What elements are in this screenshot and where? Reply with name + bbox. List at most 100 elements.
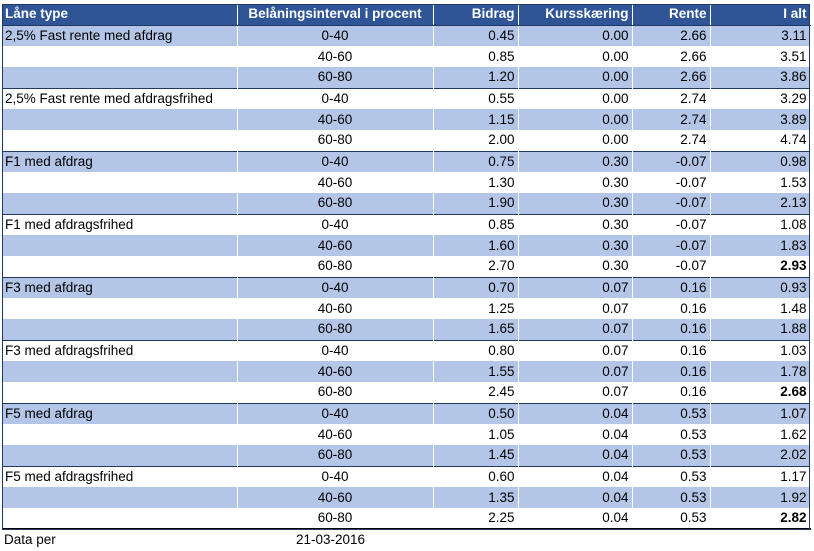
cell-bidrag: 0.85 — [433, 213, 519, 235]
table-row: F1 med afdragsfrihed 0-40 0.85 0.30 -0.07 1.0… — [2, 213, 811, 235]
table-row: 60-80 1.20 0.00 2.66 3.86 — [2, 67, 811, 88]
cell-loan-type — [2, 109, 238, 130]
cell-interval: 0-40 — [237, 276, 434, 298]
cell-bidrag: 1.30 — [433, 172, 519, 193]
cell-kursskaering: 0.04 — [518, 424, 633, 445]
table-row: F5 med afdrag 0-40 0.50 0.04 0.53 1.07 — [2, 402, 811, 424]
table-row: 60-80 2.45 0.07 0.16 2.68 — [2, 382, 811, 403]
cell-bidrag: 1.25 — [433, 298, 519, 319]
cell-rente: 0.53 — [632, 465, 711, 487]
cell-interval: 0-40 — [237, 150, 434, 172]
cell-interval: 0-40 — [237, 213, 434, 235]
cell-kursskaering: 0.07 — [518, 361, 633, 382]
cell-kursskaering: 0.00 — [518, 130, 633, 151]
cell-kursskaering: 0.30 — [518, 235, 633, 256]
cell-interval: 40-60 — [237, 235, 434, 256]
cell-rente: 2.66 — [632, 46, 711, 67]
cell-loan-type — [2, 508, 238, 530]
cell-loan-type: F5 med afdrag — [2, 402, 238, 424]
cell-kursskaering: 0.30 — [518, 172, 633, 193]
cell-rente: 0.53 — [632, 424, 711, 445]
cell-i-alt: 2.93 — [710, 256, 811, 277]
cell-kursskaering: 0.04 — [518, 487, 633, 508]
cell-loan-type: F1 med afdrag — [2, 150, 238, 172]
cell-loan-type: F3 med afdragsfrihed — [2, 339, 238, 361]
cell-i-alt: 4.74 — [710, 130, 811, 151]
cell-loan-type — [2, 361, 238, 382]
cell-i-alt: 3.29 — [710, 87, 811, 109]
cell-rente: 0.16 — [632, 361, 711, 382]
table-row: 40-60 1.35 0.04 0.53 1.92 — [2, 487, 811, 508]
cell-loan-type: F3 med afdrag — [2, 276, 238, 298]
cell-interval: 40-60 — [237, 109, 434, 130]
table-row: 60-80 2.70 0.30 -0.07 2.93 — [2, 256, 811, 277]
cell-bidrag: 2.70 — [433, 256, 519, 277]
cell-i-alt: 1.83 — [710, 235, 811, 256]
cell-i-alt: 1.08 — [710, 213, 811, 235]
cell-kursskaering: 0.00 — [518, 25, 633, 46]
table-row: 40-60 1.30 0.30 -0.07 1.53 — [2, 172, 811, 193]
cell-bidrag: 0.85 — [433, 46, 519, 67]
cell-loan-type: 2,5% Fast rente med afdragsfrihed — [2, 87, 238, 109]
loan-rate-table: Låne type Belåningsinterval i procent Bi… — [2, 4, 811, 530]
cell-rente: -0.07 — [632, 150, 711, 172]
cell-bidrag: 0.70 — [433, 276, 519, 298]
cell-interval: 0-40 — [237, 87, 434, 109]
col-header-bidrag: Bidrag — [433, 4, 519, 26]
cell-i-alt: 1.92 — [710, 487, 811, 508]
cell-loan-type — [2, 235, 238, 256]
cell-interval: 0-40 — [237, 25, 434, 46]
table-row: 40-60 1.15 0.00 2.74 3.89 — [2, 109, 811, 130]
cell-interval: 60-80 — [237, 319, 434, 340]
table-row: F3 med afdrag 0-40 0.70 0.07 0.16 0.93 — [2, 276, 811, 298]
table-row: 60-80 2.00 0.00 2.74 4.74 — [2, 130, 811, 151]
cell-kursskaering: 0.07 — [518, 276, 633, 298]
cell-loan-type: F1 med afdragsfrihed — [2, 213, 238, 235]
table-row: F3 med afdragsfrihed 0-40 0.80 0.07 0.16 1.03 — [2, 339, 811, 361]
cell-bidrag: 1.55 — [433, 361, 519, 382]
cell-bidrag: 1.60 — [433, 235, 519, 256]
cell-bidrag: 2.00 — [433, 130, 519, 151]
cell-kursskaering: 0.00 — [518, 109, 633, 130]
cell-i-alt: 3.11 — [710, 25, 811, 46]
cell-kursskaering: 0.30 — [518, 193, 633, 214]
cell-loan-type: F5 med afdragsfrihed — [2, 465, 238, 487]
cell-bidrag: 1.35 — [433, 487, 519, 508]
cell-bidrag: 0.60 — [433, 465, 519, 487]
cell-bidrag: 1.65 — [433, 319, 519, 340]
col-header-loan-type: Låne type — [2, 4, 238, 26]
table-row: 60-80 1.90 0.30 -0.07 2.13 — [2, 193, 811, 214]
cell-loan-type — [2, 172, 238, 193]
cell-bidrag: 0.75 — [433, 150, 519, 172]
cell-rente: -0.07 — [632, 235, 711, 256]
cell-rente: 2.74 — [632, 109, 711, 130]
cell-rente: -0.07 — [632, 256, 711, 277]
cell-rente: -0.07 — [632, 213, 711, 235]
cell-interval: 40-60 — [237, 298, 434, 319]
cell-loan-type — [2, 382, 238, 403]
cell-rente: 0.53 — [632, 445, 711, 466]
cell-loan-type — [2, 46, 238, 67]
cell-kursskaering: 0.30 — [518, 256, 633, 277]
cell-i-alt: 1.03 — [710, 339, 811, 361]
table-row: F5 med afdragsfrihed 0-40 0.60 0.04 0.53 1.17 — [2, 465, 811, 487]
cell-interval: 60-80 — [237, 67, 434, 88]
cell-interval: 0-40 — [237, 465, 434, 487]
cell-rente: 2.66 — [632, 67, 711, 88]
cell-i-alt: 0.98 — [710, 150, 811, 172]
col-header-kursskaering: Kursskæring — [518, 4, 633, 26]
cell-rente: 0.53 — [632, 487, 711, 508]
cell-loan-type — [2, 67, 238, 88]
cell-bidrag: 1.15 — [433, 109, 519, 130]
cell-i-alt: 2.82 — [710, 508, 811, 530]
cell-kursskaering: 0.04 — [518, 445, 633, 466]
cell-interval: 0-40 — [237, 402, 434, 424]
cell-i-alt: 1.78 — [710, 361, 811, 382]
cell-bidrag: 0.45 — [433, 25, 519, 46]
cell-bidrag: 0.55 — [433, 87, 519, 109]
footer-label: Data per — [4, 532, 56, 547]
cell-loan-type: 2,5% Fast rente med afdrag — [2, 25, 238, 46]
cell-i-alt: 1.53 — [710, 172, 811, 193]
cell-interval: 60-80 — [237, 382, 434, 403]
table-row: 40-60 1.60 0.30 -0.07 1.83 — [2, 235, 811, 256]
